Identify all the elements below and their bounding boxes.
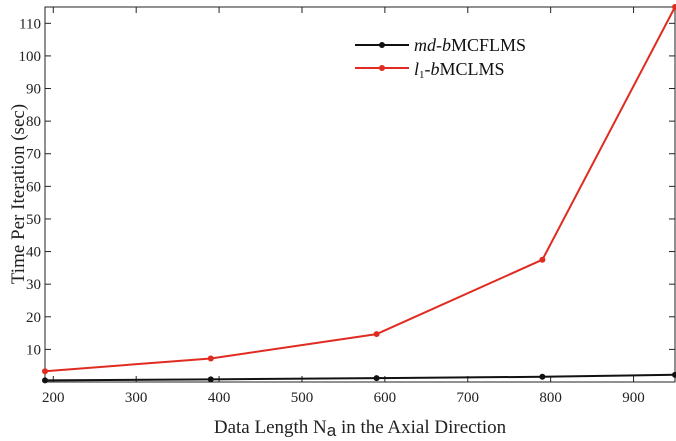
x-axis-ticks: 200 300 400 500 600 700 800 900 [42,7,645,406]
x-tick-label: 400 [208,390,231,406]
y-tick-label: 90 [26,82,41,98]
series-1-point [207,355,214,362]
y-tick-label: 50 [26,212,41,228]
y-tick-label: 110 [19,16,41,32]
x-tick-label: 500 [291,390,314,406]
x-axis-label-main: Data Length N [214,417,327,438]
legend: md-bMCFLMS l1-bMCLMS [355,35,526,81]
x-axis-label-sub: a [327,421,337,440]
legend-marker-l1-bmclms [379,65,385,71]
y-tick-label: 40 [26,245,41,261]
series-0-point [539,373,546,380]
y-tick-label: 70 [26,147,41,163]
x-tick-label: 800 [539,390,562,406]
y-tick-label: 20 [26,310,41,326]
y-tick-label: 30 [26,277,41,293]
series-layer [42,4,676,384]
series-0-point [373,375,380,382]
x-tick-label: 200 [42,390,65,406]
legend-marker-md-bmcflms [379,42,385,48]
y-tick-label: 10 [26,342,41,358]
x-tick-label: 300 [125,390,148,406]
series-0-point [42,377,48,384]
series-0-point [672,371,676,378]
x-axis-label-rest: in the Axial Direction [336,417,506,438]
series-1-point [373,331,380,338]
series-1-point [539,256,546,263]
legend-entry-md-bmcflms: md-bMCFLMS [355,35,526,55]
series-1-point [42,368,48,375]
y-tick-label: 100 [19,49,42,65]
legend-label-md-bmcflms: md-bMCFLMS [414,35,526,55]
legend-label-l1-bmclms: l1-bMCLMS [414,59,505,81]
series-0-point [207,376,214,383]
legend-entry-l1-bmclms: l1-bMCLMS [355,59,505,81]
y-tick-label: 80 [26,114,41,130]
plot-area [44,6,676,383]
x-tick-label: 700 [457,390,480,406]
x-tick-label: 600 [374,390,397,406]
y-axis-ticks: 10 20 30 40 50 60 70 80 90 100 110 [19,16,675,358]
x-tick-label: 900 [622,390,645,406]
series-1-point [672,4,676,10]
y-axis-label: Time Per Iteration (sec) [8,104,29,284]
y-tick-label: 60 [26,179,41,195]
x-axis-label: Data Length Na in the Axial Direction [214,417,507,440]
